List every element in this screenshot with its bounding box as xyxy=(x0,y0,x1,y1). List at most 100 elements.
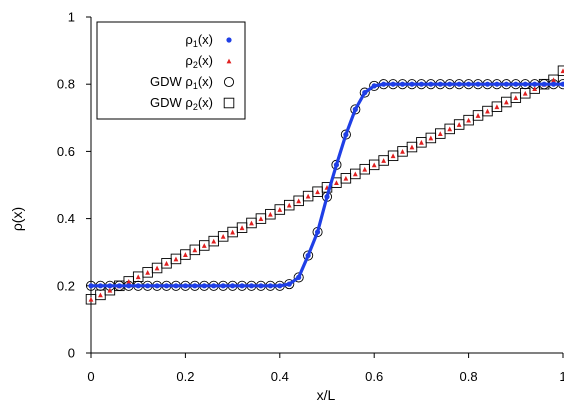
data-point xyxy=(522,90,528,96)
data-point xyxy=(286,281,292,287)
legend-label: ρ2(x) xyxy=(185,53,213,70)
data-point xyxy=(293,272,304,283)
data-point xyxy=(333,162,340,168)
data-point xyxy=(303,250,314,261)
data-point xyxy=(296,274,302,280)
y-tick-label: 0.4 xyxy=(57,211,75,226)
data-point xyxy=(557,65,564,77)
data-point xyxy=(359,87,370,98)
data-point xyxy=(447,126,453,132)
data-point xyxy=(400,149,405,154)
data-point xyxy=(277,207,283,212)
data-point xyxy=(192,247,198,253)
data-point xyxy=(126,283,132,289)
series-1 xyxy=(88,81,564,289)
data-point xyxy=(362,90,368,96)
data-point xyxy=(286,202,292,208)
data-point xyxy=(116,283,122,289)
data-point xyxy=(503,99,509,105)
data-point xyxy=(183,252,188,257)
data-point xyxy=(390,153,396,159)
data-point xyxy=(211,283,217,289)
data-point xyxy=(248,283,255,289)
data-point xyxy=(437,131,443,136)
data-point xyxy=(447,81,453,87)
legend-label-base: ρ xyxy=(185,32,192,47)
data-point xyxy=(220,234,226,239)
data-point xyxy=(230,283,236,289)
y-tick-label: 0.6 xyxy=(57,144,75,159)
data-point xyxy=(399,81,406,87)
y-tick-label: 0.2 xyxy=(57,278,75,293)
data-point xyxy=(201,243,207,248)
data-point xyxy=(88,296,94,302)
series-4 xyxy=(85,65,564,305)
data-point xyxy=(456,81,462,87)
data-point xyxy=(258,283,264,289)
y-axis-label: ρ(x) xyxy=(9,207,25,231)
data-point xyxy=(409,81,415,87)
legend-label-tail: (x) xyxy=(198,53,213,68)
data-point xyxy=(560,81,564,87)
data-point xyxy=(239,283,245,289)
data-point xyxy=(230,229,235,235)
data-point xyxy=(334,180,339,186)
data-point xyxy=(267,283,273,289)
data-point xyxy=(220,283,226,289)
x-axis-label: x/L xyxy=(317,387,336,403)
data-point xyxy=(201,283,207,289)
data-point xyxy=(381,158,387,163)
data-point xyxy=(409,144,415,150)
data-point xyxy=(484,81,491,87)
data-point xyxy=(98,292,103,298)
x-tick-label: 0.8 xyxy=(460,369,478,384)
legend-label-tail: (x) xyxy=(198,95,213,110)
data-point xyxy=(560,68,564,74)
y-tick-label: 0.8 xyxy=(57,77,75,92)
data-point xyxy=(362,166,368,172)
tick-labels: 0 0.2 0.4 0.6 0.8 1 0 0.2 0.4 0.6 0.8 1 xyxy=(57,10,564,385)
data-point xyxy=(324,194,330,200)
data-point xyxy=(107,287,113,293)
data-point xyxy=(428,81,434,87)
data-point xyxy=(154,283,160,289)
data-point xyxy=(371,162,377,168)
data-point xyxy=(381,81,387,87)
data-point xyxy=(343,132,349,138)
data-point xyxy=(390,81,396,87)
legend-label-tail: (x) xyxy=(198,74,213,89)
data-point xyxy=(513,95,519,101)
data-point xyxy=(163,283,170,289)
data-point xyxy=(343,175,349,181)
legend-marker xyxy=(226,37,232,43)
legend-label: GDW ρ2(x) xyxy=(150,95,213,112)
legend-marker xyxy=(223,97,235,109)
data-point xyxy=(277,283,283,289)
data-point xyxy=(532,86,538,91)
data-point xyxy=(494,104,500,110)
data-point xyxy=(296,198,302,204)
data-point xyxy=(173,283,179,289)
data-point xyxy=(350,104,361,115)
data-point xyxy=(466,81,472,87)
data-point xyxy=(352,106,358,112)
data-point xyxy=(551,77,556,83)
y-tick-label: 0 xyxy=(68,346,75,361)
data-point xyxy=(456,122,462,127)
legend-label-base: GDW ρ xyxy=(150,74,193,89)
x-tick-label: 0.2 xyxy=(176,369,194,384)
data-point xyxy=(314,229,321,235)
data-point xyxy=(192,283,198,289)
legend-label: ρ1(x) xyxy=(185,32,213,49)
data-point xyxy=(541,81,547,87)
data-point xyxy=(437,81,443,87)
legend-label-tail: (x) xyxy=(198,32,213,47)
chart-marks xyxy=(85,65,564,305)
data-point xyxy=(315,189,320,195)
data-point xyxy=(173,256,179,262)
y-tick-label: 1 xyxy=(68,10,75,25)
data-point xyxy=(503,81,509,87)
data-point xyxy=(249,220,254,226)
data-point xyxy=(513,81,519,87)
